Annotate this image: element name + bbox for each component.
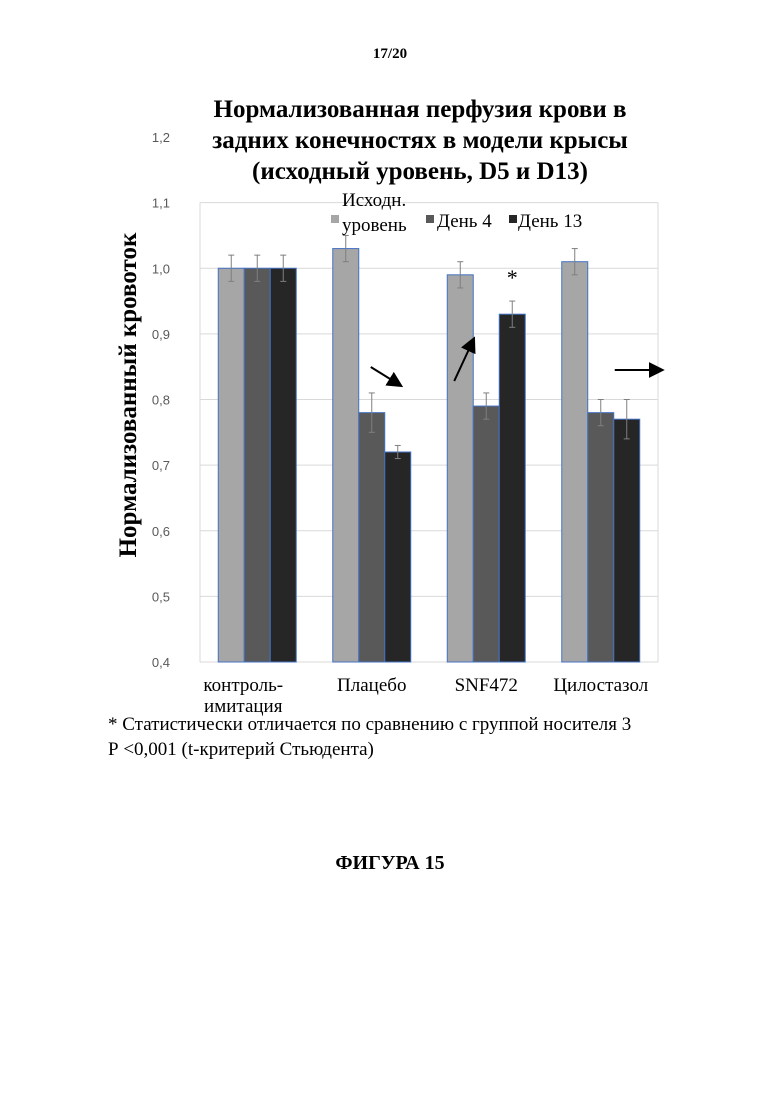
footnote-line-1: * Статистически отличается по сравнению … (108, 712, 718, 737)
legend-swatch (509, 215, 517, 223)
bar (359, 413, 385, 662)
category-label: SNF472 (455, 675, 518, 696)
y-tick-label: 0,8 (152, 393, 170, 408)
y-tick-label: 0,5 (152, 589, 170, 604)
bar (562, 262, 588, 662)
y-axis-label: Нормализованный кровоток (115, 232, 142, 557)
bar (270, 268, 296, 662)
y-tick-label: 1,1 (152, 196, 170, 211)
y-tick-label: 1,2 (152, 130, 170, 145)
bar (244, 268, 270, 662)
category-label: Цилостазол (553, 675, 648, 696)
y-tick-label: 0,7 (152, 458, 170, 473)
bar (333, 249, 359, 662)
figure-label: ФИГУРА 15 (0, 852, 780, 875)
y-tick-label: 0,9 (152, 327, 170, 342)
legend-swatch (331, 215, 339, 223)
legend-label: Исходн. (342, 190, 406, 211)
trend-arrow (371, 367, 400, 385)
legend-label: День 13 (518, 211, 582, 232)
bar (218, 268, 244, 662)
footnote-line-2: Р <0,001 (t-критерий Стьюдента) (108, 737, 718, 762)
y-tick-label: 0,6 (152, 524, 170, 539)
y-tick-label: 0,4 (152, 655, 170, 670)
footnote: * Статистически отличается по сравнению … (108, 712, 718, 762)
bar (588, 413, 614, 662)
bar (447, 275, 473, 662)
bar (614, 419, 640, 662)
category-label: Плацебо (337, 675, 406, 696)
y-tick-label: 1,0 (152, 261, 170, 276)
legend-swatch (426, 215, 434, 223)
bar (385, 452, 411, 662)
significance-star: * (507, 265, 518, 290)
category-label: контроль- (203, 675, 283, 696)
bar (499, 314, 525, 662)
bar-chart: 0,40,50,60,70,80,91,01,11,2 * контроль-и… (0, 0, 780, 720)
bar (473, 406, 499, 662)
legend-label: День 4 (437, 211, 492, 232)
legend-label: уровень (342, 215, 407, 236)
